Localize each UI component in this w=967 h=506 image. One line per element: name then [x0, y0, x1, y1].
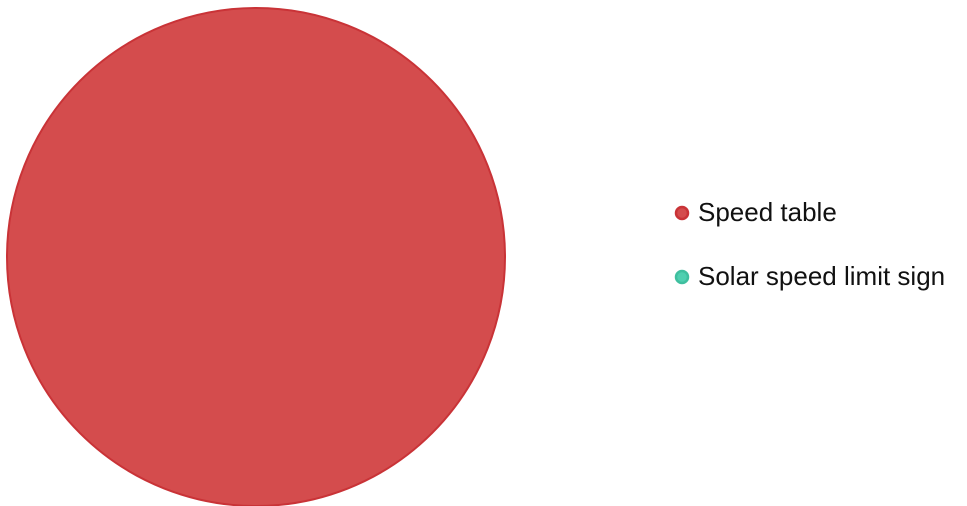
legend: Speed table Solar speed limit sign [674, 197, 945, 291]
pie-slices [6, 7, 506, 506]
legend-item-solar-speed-limit-sign[interactable]: Solar speed limit sign [674, 261, 945, 291]
legend-item-speed-table[interactable]: Speed table [674, 197, 837, 227]
legend-marker-solar-speed-limit-sign [674, 269, 690, 285]
pie-slice-speed-table[interactable] [6, 7, 506, 506]
legend-marker-speed-table [674, 205, 690, 221]
legend-label-solar-speed-limit-sign: Solar speed limit sign [698, 261, 945, 291]
legend-label-speed-table: Speed table [698, 197, 837, 227]
